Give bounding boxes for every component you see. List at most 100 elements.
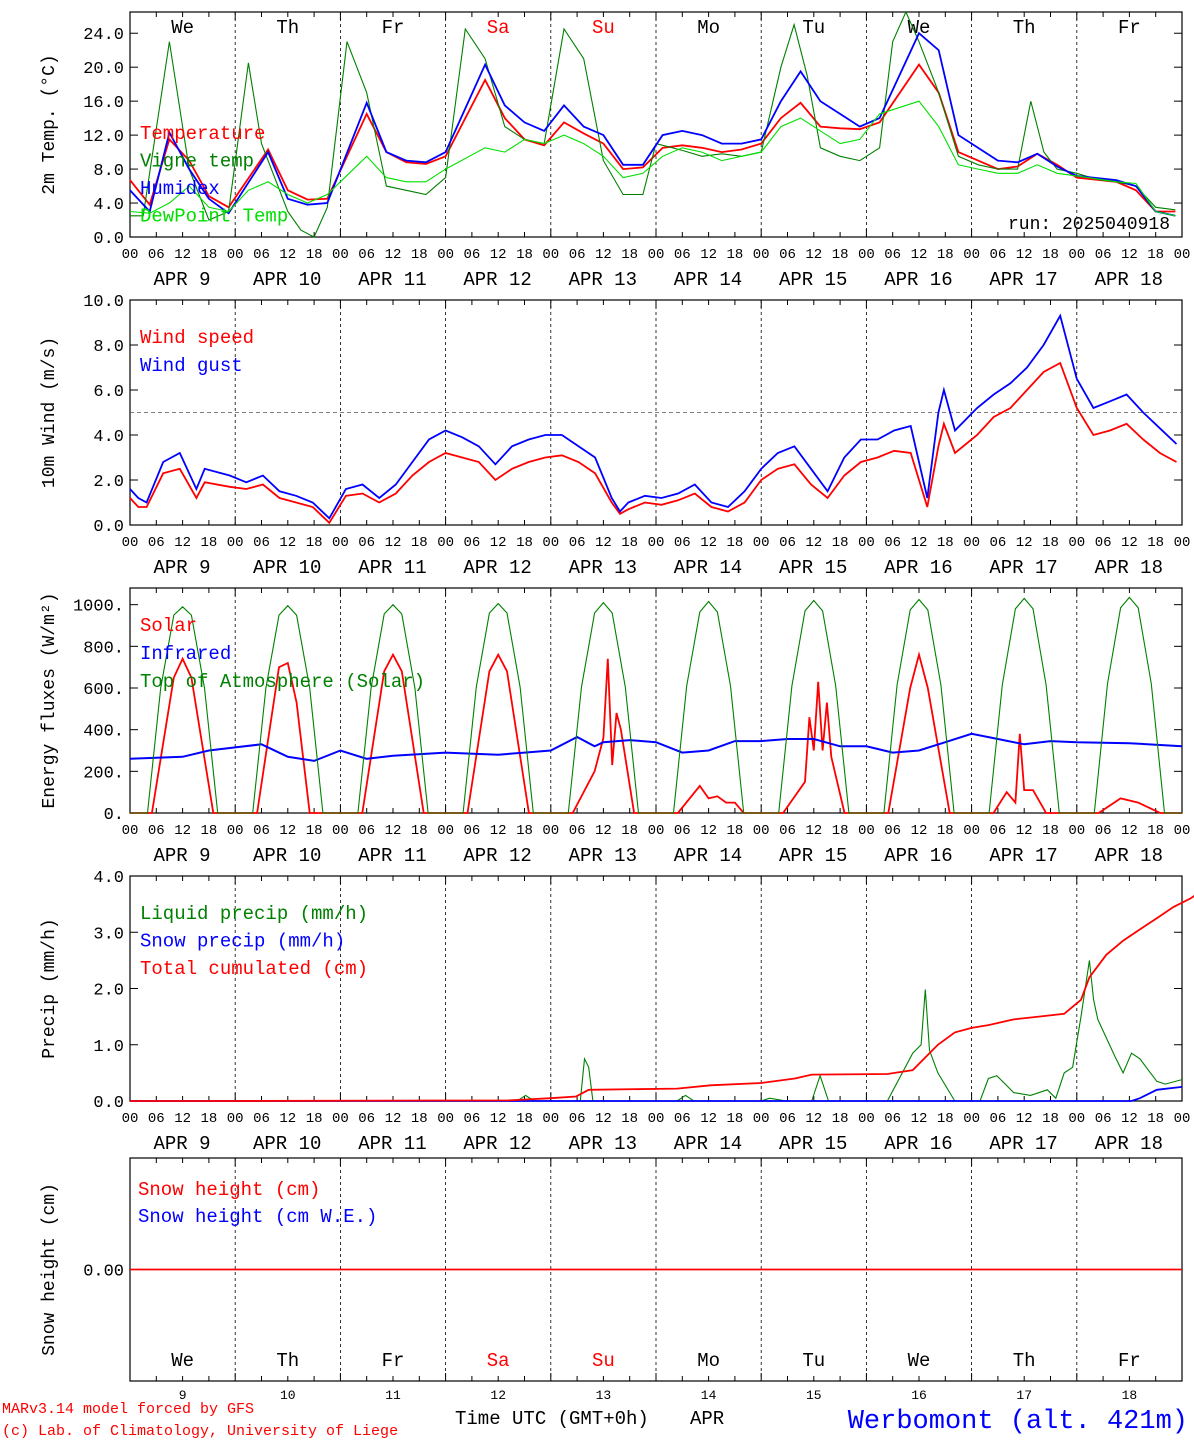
hour-tick-label: 06 bbox=[1095, 247, 1112, 263]
hour-tick-label: 12 bbox=[805, 535, 822, 551]
hour-tick-label: 12 bbox=[1016, 535, 1033, 551]
hour-tick-label: 00 bbox=[753, 823, 770, 839]
hour-tick-label: 06 bbox=[358, 823, 375, 839]
series-line bbox=[129, 313, 1178, 520]
hour-tick-label: 12 bbox=[911, 823, 928, 839]
series-line bbox=[129, 63, 1176, 213]
panel-5: 0.00 Snow height (cm) Snow height (cm) Snow… bbox=[40, 1157, 1183, 1403]
weekday-label: Fr bbox=[1118, 1350, 1141, 1372]
y-axis-label: Snow height (cm) bbox=[40, 1183, 60, 1356]
hour-tick-label: 18 bbox=[411, 1111, 428, 1127]
y-tick-label: 0.0 bbox=[93, 518, 124, 537]
series-line bbox=[130, 895, 1194, 1102]
hour-tick-label: 18 bbox=[832, 247, 849, 263]
hour-tick-label: 06 bbox=[779, 247, 796, 263]
legend-entry: Snow height (cm) bbox=[138, 1179, 320, 1201]
hour-tick-label: 06 bbox=[463, 535, 480, 551]
y-tick-label: 0.0 bbox=[93, 230, 124, 249]
date-label: APR 10 bbox=[253, 1133, 321, 1155]
hour-tick-label: 00 bbox=[1068, 247, 1085, 263]
y-tick-label: 600. bbox=[83, 681, 124, 700]
day-number-label: 16 bbox=[911, 1388, 927, 1403]
hour-tick-label: 12 bbox=[700, 1111, 717, 1127]
y-tick-label: 0.00 bbox=[83, 1263, 124, 1282]
day-number-label: 10 bbox=[280, 1388, 296, 1403]
hour-tick-label: 00 bbox=[1068, 1111, 1085, 1127]
hour-tick-label: 06 bbox=[569, 535, 586, 551]
date-label: APR 17 bbox=[989, 1133, 1057, 1155]
hour-tick-label: 00 bbox=[332, 823, 349, 839]
legend-entry: Top of Atmosphere (Solar) bbox=[140, 671, 425, 693]
hour-tick-label: 00 bbox=[858, 1111, 875, 1127]
hour-tick-label: 00 bbox=[122, 535, 139, 551]
hour-tick-label: 00 bbox=[1174, 535, 1191, 551]
hour-tick-label: 06 bbox=[989, 535, 1006, 551]
hour-tick-label: 06 bbox=[779, 535, 796, 551]
legend-entry: Humidex bbox=[140, 178, 220, 200]
hour-tick-label: 06 bbox=[253, 823, 270, 839]
hour-tick-label: 12 bbox=[174, 535, 191, 551]
hour-tick-label: 00 bbox=[227, 247, 244, 263]
hour-tick-label: 06 bbox=[884, 535, 901, 551]
legend-entry: Liquid precip (mm/h) bbox=[140, 903, 368, 925]
hour-tick-label: 18 bbox=[937, 1111, 954, 1127]
legend-entry: Wind gust bbox=[140, 355, 243, 377]
date-label: APR 10 bbox=[253, 845, 321, 867]
series-line bbox=[129, 732, 1183, 762]
hour-tick-label: 00 bbox=[963, 1111, 980, 1127]
x-axis-month: APR bbox=[690, 1408, 724, 1430]
weekday-label: Th bbox=[276, 17, 299, 39]
hour-tick-label: 00 bbox=[648, 823, 665, 839]
weekday-label: Th bbox=[1013, 17, 1036, 39]
hour-tick-label: 18 bbox=[516, 823, 533, 839]
series-line bbox=[130, 960, 1183, 1102]
lab-credit: (c) Lab. of Climatology, University of L… bbox=[2, 1423, 398, 1440]
hour-tick-label: 12 bbox=[1121, 823, 1138, 839]
date-label: APR 11 bbox=[358, 1133, 426, 1155]
date-label: APR 14 bbox=[674, 557, 742, 579]
date-label: APR 9 bbox=[153, 845, 210, 867]
series-line bbox=[130, 1086, 1183, 1102]
hour-tick-label: 06 bbox=[463, 247, 480, 263]
y-tick-label: 8.0 bbox=[93, 162, 124, 181]
date-label: APR 17 bbox=[989, 269, 1057, 291]
date-label: APR 18 bbox=[1095, 845, 1163, 867]
y-tick-label: 8.0 bbox=[93, 338, 124, 357]
hour-tick-label: 12 bbox=[279, 823, 296, 839]
y-tick-label: 2.0 bbox=[93, 473, 124, 492]
y-axis-label: 10m Wind (m/s) bbox=[40, 337, 60, 488]
hour-tick-label: 06 bbox=[463, 823, 480, 839]
date-label: APR 10 bbox=[253, 557, 321, 579]
date-label: APR 18 bbox=[1095, 1133, 1163, 1155]
date-label: APR 9 bbox=[153, 269, 210, 291]
hour-tick-label: 12 bbox=[700, 823, 717, 839]
hour-tick-label: 06 bbox=[674, 247, 691, 263]
hour-tick-label: 06 bbox=[148, 247, 165, 263]
day-number-label: 17 bbox=[1016, 1388, 1032, 1403]
date-label: APR 11 bbox=[358, 269, 426, 291]
hour-tick-label: 06 bbox=[674, 823, 691, 839]
hour-tick-label: 12 bbox=[911, 535, 928, 551]
series-line bbox=[129, 361, 1177, 525]
y-tick-label: 16.0 bbox=[83, 94, 124, 113]
hour-tick-label: 06 bbox=[569, 823, 586, 839]
hour-tick-label: 00 bbox=[963, 823, 980, 839]
date-label: APR 16 bbox=[884, 845, 952, 867]
hour-tick-label: 12 bbox=[595, 1111, 612, 1127]
legend-entry: Vigne temp bbox=[140, 151, 254, 173]
hour-tick-label: 12 bbox=[490, 1111, 507, 1127]
hour-tick-label: 06 bbox=[989, 1111, 1006, 1127]
date-label: APR 13 bbox=[569, 557, 637, 579]
y-axis-label: Precip (mm/h) bbox=[40, 918, 60, 1058]
y-tick-label: 0.0 bbox=[93, 1094, 124, 1113]
hour-tick-label: 18 bbox=[621, 535, 638, 551]
run-annotation: run: 2025040918 bbox=[1008, 215, 1170, 235]
hour-tick-label: 00 bbox=[858, 535, 875, 551]
hour-tick-label: 12 bbox=[595, 247, 612, 263]
hour-tick-label: 00 bbox=[753, 247, 770, 263]
hour-tick-label: 18 bbox=[832, 535, 849, 551]
hour-tick-label: 00 bbox=[437, 823, 454, 839]
day-number-label: 11 bbox=[385, 1388, 401, 1403]
hour-tick-label: 18 bbox=[726, 535, 743, 551]
